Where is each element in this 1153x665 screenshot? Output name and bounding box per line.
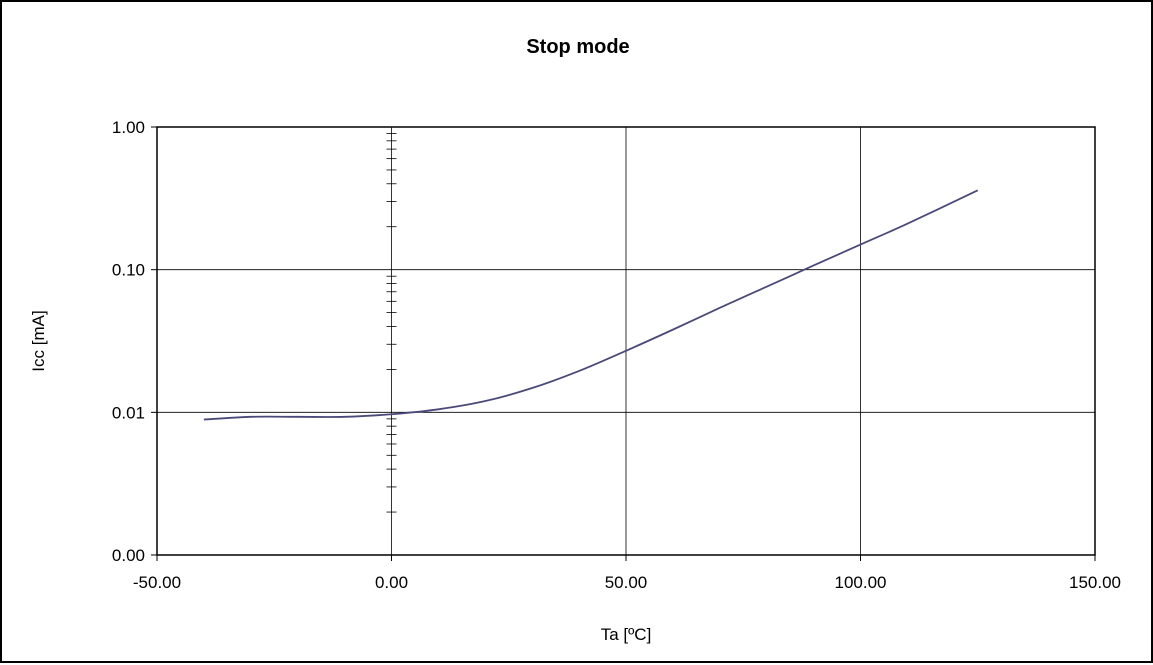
x-tick-label: 50.00 [605, 573, 648, 592]
minor-ticks [386, 133, 397, 513]
y-tick-label: 0.10 [112, 261, 145, 280]
chart-title: Stop mode [526, 36, 629, 58]
x-tick-label: -50.00 [133, 573, 181, 592]
x-axis-title: Ta [ºC] [601, 625, 652, 644]
gridlines [151, 126, 1096, 561]
x-tick-label: 0.00 [375, 573, 408, 592]
y-tick-label: 0.01 [112, 403, 145, 422]
y-tick-label: 0.00 [112, 546, 145, 565]
series-line-icc [203, 189, 979, 421]
y-tick-labels: 0.00 0.01 0.10 1.00 [112, 118, 145, 565]
x-tick-label: 150.00 [1069, 573, 1121, 592]
x-tick-labels: -50.00 0.00 50.00 100.00 150.00 [133, 573, 1121, 592]
plot-area [156, 126, 1096, 556]
y-tick-label: 1.00 [112, 118, 145, 137]
y-axis-title: Icc [mA] [29, 310, 48, 371]
x-tick-label: 100.00 [835, 573, 887, 592]
